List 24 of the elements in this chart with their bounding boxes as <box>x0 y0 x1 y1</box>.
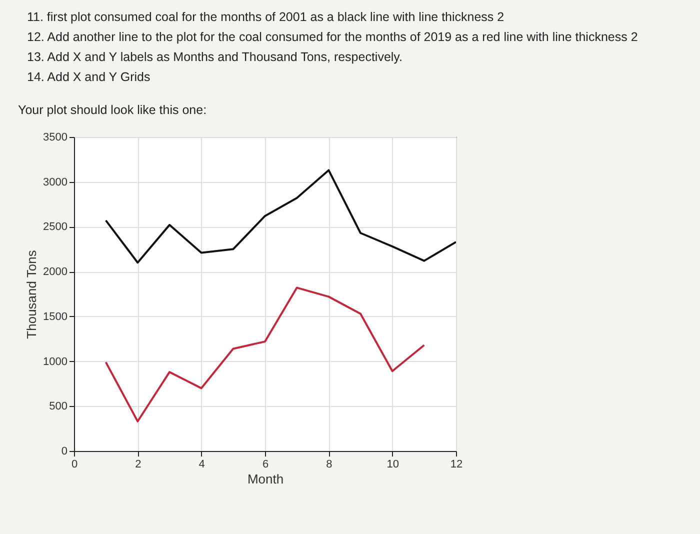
x-tick-label: 8 <box>326 458 332 470</box>
y-tick-label: 1000 <box>43 356 68 368</box>
y-tick-label: 500 <box>49 400 68 413</box>
line-series <box>104 286 426 422</box>
x-tick-label: 12 <box>450 458 463 470</box>
text: 11. first plot consumed coal for the months of 2001 as a black line with line thickness 2 <box>27 10 506 25</box>
y-tick-label: 1500 <box>43 310 68 323</box>
x-tick-label: 10 <box>386 458 399 470</box>
y-tick-label: 3500 <box>43 132 68 144</box>
text: 13. Add X and Y labels as Months and Thousand Tons, respectively. <box>27 50 404 65</box>
y-tick-label: 3000 <box>43 176 68 188</box>
y-axis-title: Thousand Tons <box>24 250 40 339</box>
x-axis-title: Month <box>247 472 284 486</box>
x-tick-label: 4 <box>198 458 205 470</box>
text: 12. Add another line to the plot for the coal consumed for the months of 2019 as a red line with line thickness 2 <box>27 30 639 45</box>
text: 14. Add X and Y Grids <box>27 70 152 85</box>
text: Your plot should look like this one: <box>18 103 208 118</box>
y-tick-label: 2000 <box>43 266 68 278</box>
line-series <box>104 169 456 264</box>
y-tick-label: 2500 <box>43 221 68 234</box>
x-tick-label: 6 <box>262 458 269 470</box>
x-tick-label: 2 <box>135 458 142 470</box>
y-tick-label: 0 <box>61 446 68 458</box>
x-tick-label: 0 <box>71 458 78 470</box>
